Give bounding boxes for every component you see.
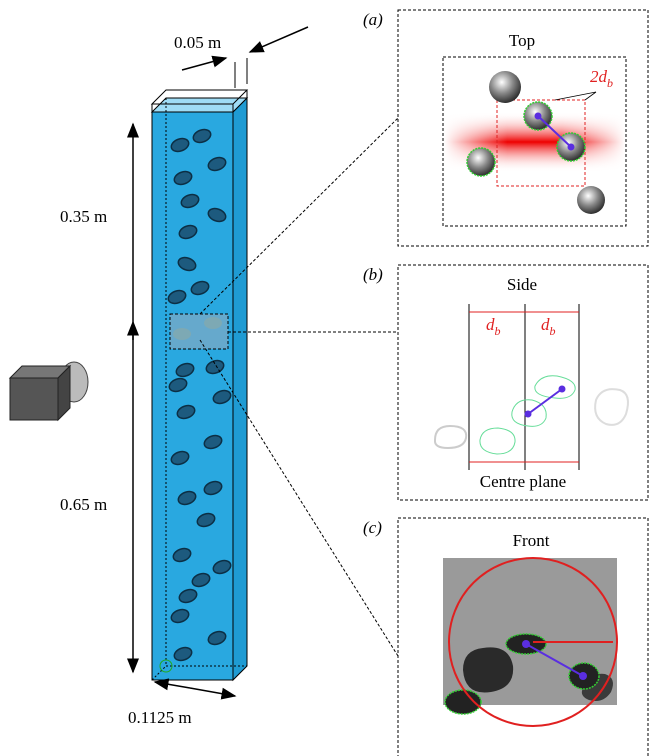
panel-title: Top [509, 31, 535, 50]
text: b [495, 324, 501, 338]
diagram: 0.05 m 0.35 m 0.65 m 0.1125 m (a) Top 2d… [0, 0, 655, 756]
region-label: 2db [590, 67, 613, 90]
width-label: db [486, 315, 501, 338]
panel-label: (c) [363, 518, 382, 537]
panel-frame [398, 265, 648, 500]
text: b [607, 76, 613, 90]
panel-label: (a) [363, 10, 383, 29]
width-label: db [541, 315, 556, 338]
text: b [550, 324, 556, 338]
panel-title: Side [507, 275, 537, 294]
camera [10, 362, 88, 420]
height-label: 0.35 m [60, 207, 107, 226]
column [152, 90, 247, 680]
text: 2d [590, 67, 608, 86]
depth-label: 0.1125 m [128, 708, 192, 727]
caption: Centre plane [480, 472, 566, 491]
panel-title: Front [513, 531, 550, 550]
panel-label: (b) [363, 265, 383, 284]
width-label: 0.05 m [174, 33, 221, 52]
height-label: 0.65 m [60, 495, 107, 514]
